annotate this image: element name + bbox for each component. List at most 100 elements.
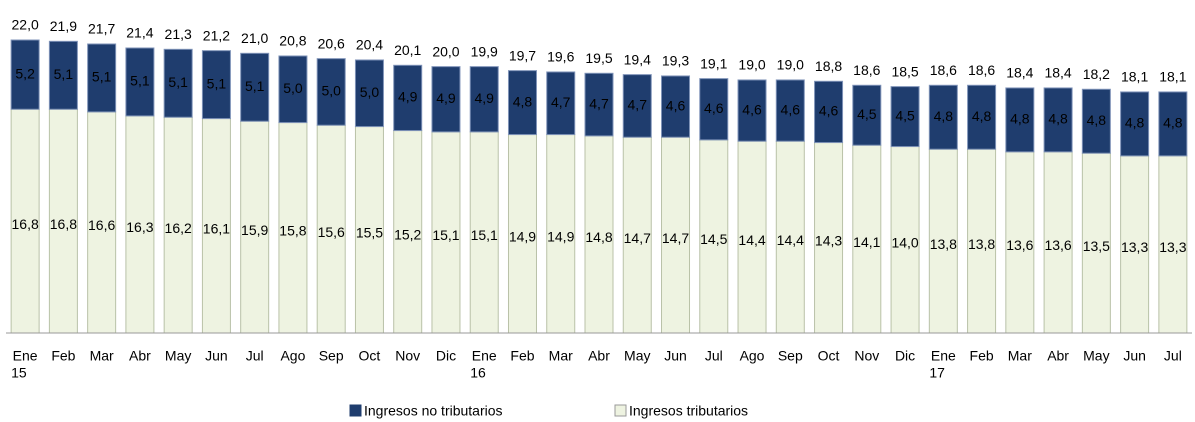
bar-segment: [1158, 155, 1188, 334]
total-label: 20,8: [279, 33, 306, 49]
value-label: 4,6: [781, 101, 801, 117]
total-label: 19,3: [662, 53, 689, 69]
bar-segment: [737, 79, 767, 142]
total-label: 18,1: [1159, 69, 1186, 85]
bar-segment: [584, 72, 614, 137]
bar-segment: [431, 66, 461, 133]
value-label: 13,6: [1044, 237, 1071, 253]
bar-segment: [1158, 91, 1188, 157]
total-label: 18,6: [853, 62, 880, 78]
value-label: 4,7: [589, 95, 609, 111]
value-label: 4,6: [819, 103, 839, 119]
value-label: 16,8: [50, 216, 77, 232]
total-label: 20,4: [356, 37, 383, 53]
value-label: 13,5: [1083, 238, 1110, 254]
total-label: 18,1: [1121, 69, 1148, 85]
total-label: 18,4: [1044, 65, 1071, 81]
total-label: 22,0: [12, 17, 39, 33]
value-label: 4,7: [551, 94, 571, 110]
x-tick-label: Jun: [205, 348, 228, 364]
value-label: 14,4: [738, 232, 765, 248]
x-tick-label: Ene: [13, 348, 38, 364]
x-tick-year: 15: [11, 365, 27, 381]
bar-segment: [661, 75, 691, 138]
x-tick-label: Jun: [664, 348, 687, 364]
bar-segment: [87, 43, 117, 113]
x-tick-label: Jul: [705, 348, 723, 364]
value-label: 13,3: [1121, 239, 1148, 255]
bar-segment: [354, 59, 384, 128]
value-label: 4,7: [628, 97, 648, 113]
total-label: 20,0: [432, 43, 459, 59]
value-label: 4,8: [1125, 115, 1145, 131]
value-label: 4,5: [895, 107, 915, 123]
value-label: 4,8: [1048, 111, 1068, 127]
value-label: 16,3: [126, 219, 153, 235]
bar-segment: [546, 71, 576, 136]
bar-segment: [278, 55, 308, 124]
bar-segment: [469, 66, 499, 133]
bar-segment: [1120, 155, 1150, 334]
x-tick-label: Nov: [854, 348, 879, 364]
total-label: 18,8: [815, 58, 842, 74]
value-label: 14,1: [853, 234, 880, 250]
total-label: 18,6: [930, 62, 957, 78]
total-label: 20,1: [394, 42, 421, 58]
x-tick-year: 16: [470, 365, 486, 381]
bar-segment: [201, 118, 231, 334]
value-label: 15,1: [432, 227, 459, 243]
value-label: 15,8: [279, 222, 306, 238]
value-label: 5,0: [283, 80, 303, 96]
value-label: 14,5: [700, 231, 727, 247]
bar-segment: [1120, 91, 1150, 157]
value-label: 13,8: [968, 236, 995, 252]
total-label: 18,4: [1006, 65, 1033, 81]
x-tick-label: Sep: [319, 348, 344, 364]
value-label: 5,1: [92, 69, 112, 85]
value-label: 5,0: [321, 83, 341, 99]
value-label: 16,1: [203, 220, 230, 236]
value-label: 16,2: [165, 220, 192, 236]
bar-segment: [852, 144, 882, 334]
value-label: 15,5: [356, 224, 383, 240]
x-tick-label: May: [1083, 348, 1109, 364]
value-label: 15,2: [394, 226, 421, 242]
x-tick-label: Abr: [1047, 348, 1069, 364]
value-label: 15,1: [471, 227, 498, 243]
total-label: 18,2: [1083, 66, 1110, 82]
value-label: 16,6: [88, 217, 115, 233]
x-tick-label: Abr: [129, 348, 151, 364]
x-tick-label: Oct: [818, 348, 840, 364]
x-tick-label: Ago: [740, 348, 765, 364]
value-label: 5,2: [15, 65, 35, 81]
x-tick-label: Nov: [395, 348, 420, 364]
value-label: 4,6: [742, 101, 762, 117]
value-label: 5,1: [54, 66, 74, 82]
bar-segment: [10, 39, 40, 110]
bar-segment: [354, 126, 384, 334]
bar-segment: [201, 50, 231, 120]
x-tick-label: Mar: [549, 348, 573, 364]
bar-segment: [10, 108, 40, 334]
total-label: 19,1: [700, 55, 727, 71]
bar-segment: [163, 48, 193, 118]
bar-segment: [48, 40, 78, 110]
bar-segment: [316, 124, 346, 334]
x-tick-label: Feb: [51, 348, 75, 364]
x-tick-label: Jul: [1164, 348, 1182, 364]
total-label: 19,5: [585, 50, 612, 66]
value-label: 4,6: [666, 97, 686, 113]
bar-segment: [431, 131, 461, 334]
x-tick-label: May: [624, 348, 650, 364]
value-label: 15,9: [241, 222, 268, 238]
x-tick-label: Feb: [970, 348, 994, 364]
value-label: 13,6: [1006, 237, 1033, 253]
bar-segment: [814, 80, 844, 144]
value-label: 5,1: [207, 75, 227, 91]
total-label: 21,9: [50, 18, 77, 34]
value-label: 4,9: [474, 90, 494, 106]
bar-segment: [890, 86, 920, 148]
total-label: 19,0: [738, 57, 765, 73]
x-tick-label: Abr: [588, 348, 610, 364]
